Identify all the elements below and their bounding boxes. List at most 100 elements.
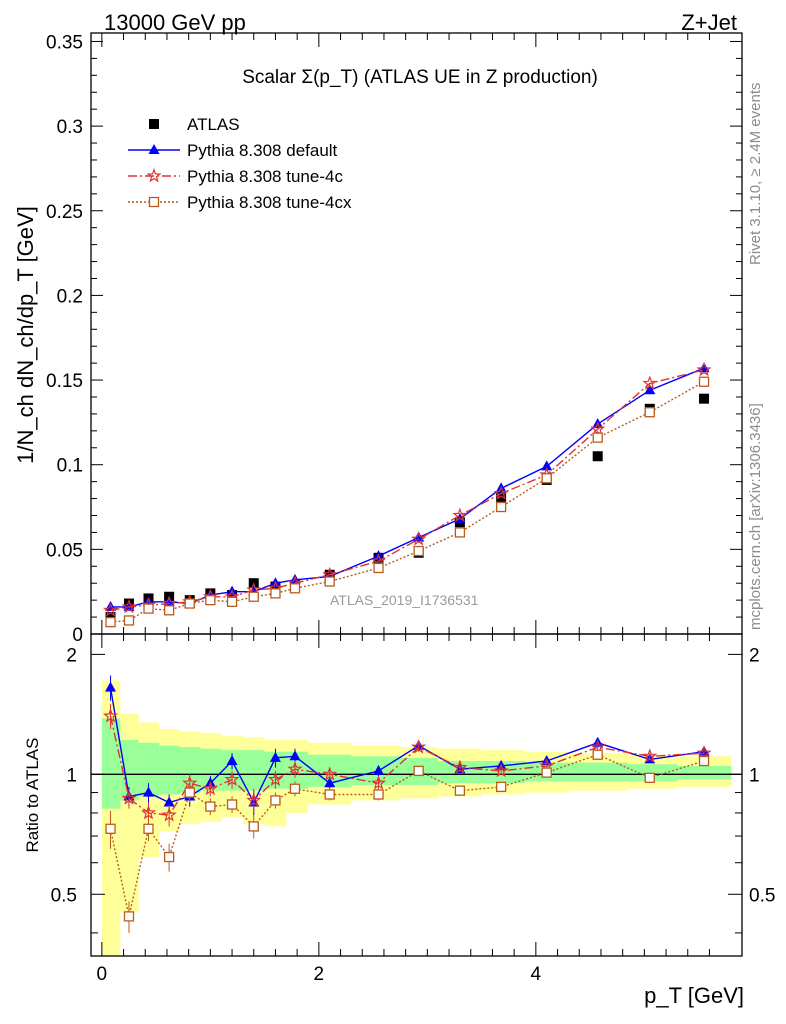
data-point-3-18: [698, 376, 710, 387]
rivet-label: Rivet 3.1.10, ≥ 2.4M events: [747, 83, 764, 266]
ratio-point-1-5: [202, 780, 218, 796]
data-point-3-11: [373, 562, 384, 574]
data-point-3-4: [184, 598, 195, 609]
ratio-point-1-8: [267, 771, 283, 787]
ratio-y-tick-label: 2: [66, 645, 77, 666]
ratio-point-1-6: [224, 771, 240, 787]
data-point-3-1: [123, 615, 135, 626]
x-tick-label: 0: [97, 964, 108, 985]
ratio-point-2-4: [184, 787, 195, 798]
ratio-axis-ticks: 0.5 0.5 1 1 2 2 0 2 4: [51, 634, 775, 985]
main-y-tick-label: 0.1: [57, 456, 83, 477]
legend-marker-0: [149, 119, 159, 129]
ratio-point-2-14: [495, 781, 507, 793]
data-point-3-0: [105, 616, 116, 628]
data-point-3-10: [324, 576, 335, 587]
data-point-3-6: [226, 596, 238, 607]
ratio-point-2-13: [454, 785, 466, 796]
ratio-y-tick-label-right: 1: [749, 765, 760, 786]
series-1: [105, 362, 710, 611]
ratio-point-1-14: [493, 763, 509, 778]
x-tick-label: 2: [314, 964, 325, 985]
main-y-tick-label: 0: [72, 625, 83, 646]
main-y-tick-label: 0.35: [46, 32, 83, 53]
band-inner-3: [159, 745, 180, 795]
ratio-point-2-18: [698, 755, 710, 767]
band-inner-18: [676, 765, 732, 780]
data-point-1-17: [644, 384, 656, 395]
ratio-point-2-1: [123, 911, 135, 922]
data-point-2-14: [493, 485, 509, 500]
ratio-point-1-2: [140, 804, 157, 820]
main-y-tick-label: 0.05: [46, 540, 83, 561]
ratio-point-1-1: [121, 790, 137, 805]
data-point-3-12: [413, 545, 424, 557]
data-point-2-13: [452, 507, 468, 522]
ratio-uncertainty-bands: [91, 680, 742, 956]
main-title-text: Scalar Σ(p_T) (ATLAS UE in Z production): [242, 67, 598, 88]
ratio-point-2-7: [248, 821, 259, 832]
ratio-point-1-10: [322, 766, 338, 781]
main-axis-ticks: 0 0.05 0.1 0.15 0.2 0.25 0.3 0.35: [46, 32, 742, 646]
legend-label-1: Pythia 8.308 default: [187, 141, 338, 160]
ratio-panel: 0.5 0.5 1 1 2 2 0 2 4 Ratio to ATLAS p_T [GeV]: [23, 633, 775, 1008]
legend: ATLAS Pythia 8.308 default Pythia 8.308 tu…: [128, 115, 352, 212]
data-point-2-16: [590, 421, 606, 436]
main-y-axis-label: 1/N_ch dN_ch/dp_T [GeV]: [13, 206, 38, 464]
ratio-point-0-8: [269, 751, 281, 762]
ratio-y-axis-label: Ratio to ATLAS: [23, 738, 42, 853]
data-point-2-18: [696, 362, 712, 377]
ratio-point-1-11: [370, 775, 387, 790]
header-left: 13000 GeV pp: [104, 10, 246, 35]
data-point-1-15: [541, 460, 553, 471]
ratio-point-1-9: [287, 761, 303, 776]
data-point-0-18: [699, 393, 710, 404]
series-line-2: [110, 369, 705, 611]
ratio-plot-marks: [102, 675, 712, 933]
ratio-point-0-0: [105, 681, 117, 692]
ratio-point-2-16: [592, 749, 603, 760]
ratio-point-2-8: [270, 795, 281, 806]
ratio-frame: [90, 633, 743, 957]
legend-label-0: ATLAS: [187, 115, 240, 134]
legend-label-2: Pythia 8.308 tune-4c: [187, 167, 343, 186]
x-axis-label: p_T [GeV]: [644, 983, 744, 1008]
main-y-tick-label: 0.2: [57, 286, 83, 307]
band-inner-2: [138, 742, 160, 797]
ratio-point-2-0: [105, 823, 116, 834]
data-point-3-2: [143, 603, 154, 614]
ratio-point-1-18: [696, 745, 712, 760]
ratio-point-1-0: [102, 708, 119, 723]
data-point-2-1: [121, 599, 137, 614]
main-y-tick-label: 0.15: [46, 371, 83, 392]
data-point-3-15: [541, 473, 552, 484]
main-y-tick-label: 0.3: [57, 117, 83, 138]
data-point-3-5: [205, 594, 216, 606]
ratio-point-2-17: [644, 772, 655, 783]
legend-marker-2: [146, 168, 162, 183]
ratio-point-0-9: [289, 750, 301, 761]
data-point-2-17: [642, 375, 658, 390]
ratio-point-0-2: [143, 786, 155, 797]
ratio-point-0-10: [324, 777, 336, 788]
data-point-3-17: [644, 407, 655, 418]
ratio-point-0-3: [163, 796, 175, 807]
main-y-tick-label: 0.25: [46, 202, 83, 223]
ratio-point-1-12: [411, 739, 427, 754]
band-inner-16: [568, 762, 629, 782]
data-point-2-12: [411, 531, 427, 546]
data-point-2-0: [102, 602, 119, 617]
ratio-point-0-11: [373, 764, 385, 775]
series-line-3: [110, 381, 705, 623]
ratio-point-2-11: [373, 789, 384, 800]
data-point-3-13: [454, 527, 466, 538]
data-point-3-14: [495, 501, 507, 513]
main-title: Scalar Σ(p_T) (ATLAS UE in Z production): [242, 67, 598, 88]
ratio-point-1-3: [161, 807, 177, 822]
data-point-0-14: [496, 491, 507, 502]
band-inner-5: [200, 748, 222, 791]
ratio-point-2-6: [226, 799, 238, 810]
analysis-id: ATLAS_2019_I1736531: [330, 592, 479, 608]
ratio-y-tick-label-right: 0.5: [749, 885, 775, 906]
